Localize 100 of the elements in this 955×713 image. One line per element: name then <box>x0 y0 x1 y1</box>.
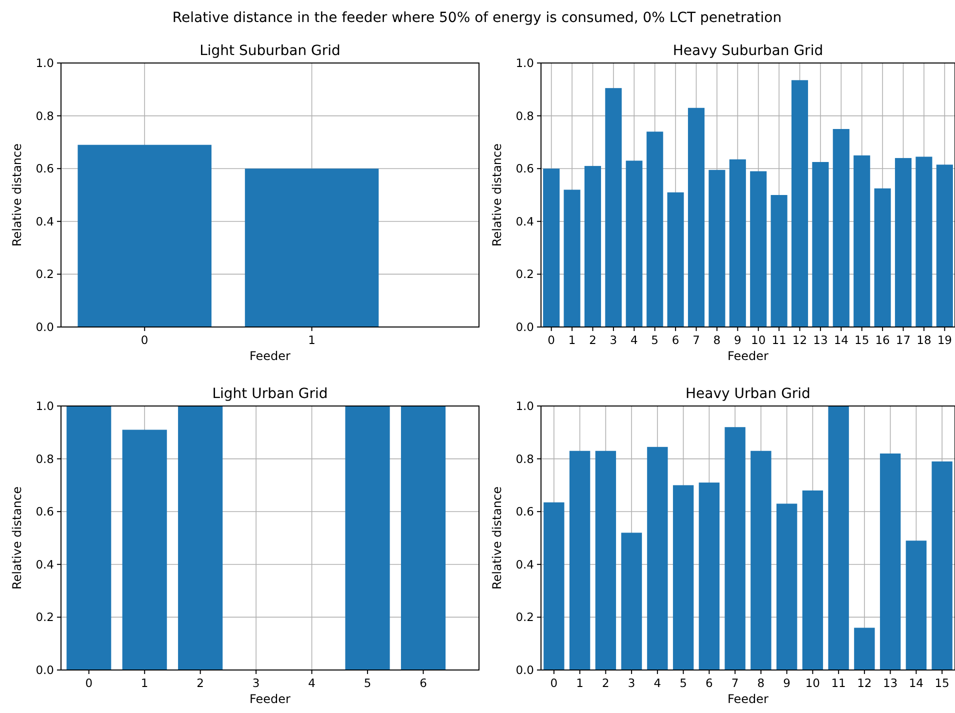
x-tick-label: 13 <box>813 333 828 347</box>
x-tick-label: 0 <box>85 676 93 690</box>
bar <box>564 190 580 327</box>
x-tick-label: 2 <box>602 676 610 690</box>
y-tick-label: 1.0 <box>516 56 534 70</box>
x-tick-label: 12 <box>857 676 872 690</box>
bar <box>595 450 616 670</box>
bar <box>936 164 953 327</box>
bar <box>854 628 875 670</box>
bar <box>621 532 642 670</box>
x-tick-label: 4 <box>630 333 638 347</box>
x-tick-label: 8 <box>757 676 765 690</box>
x-tick-label: 6 <box>706 676 713 690</box>
y-tick-label: 1.0 <box>36 56 54 70</box>
y-axis-title: Relative distance <box>10 486 24 590</box>
text: Relative distance in the feeder where 50% of energy is consumed, 0% LCT penetration <box>172 10 782 26</box>
bar <box>750 171 767 327</box>
bar <box>750 450 772 670</box>
y-tick-label: 1.0 <box>36 399 54 413</box>
bar <box>708 170 726 327</box>
y-tick-label: 0.6 <box>516 504 534 519</box>
bar <box>828 406 849 670</box>
x-tick-label: 1 <box>308 333 316 347</box>
x-tick-label: 19 <box>937 333 952 347</box>
x-tick-label: 2 <box>196 676 204 690</box>
bar <box>894 158 912 327</box>
x-tick-label: 17 <box>896 333 911 347</box>
y-tick-label: 0.0 <box>36 320 54 334</box>
x-tick-label: 4 <box>654 676 662 690</box>
bar <box>874 188 891 327</box>
x-tick-label: 2 <box>589 333 596 347</box>
x-tick-label: 14 <box>834 333 848 347</box>
bar <box>854 155 870 327</box>
chart-title: Light Urban Grid <box>212 386 328 402</box>
bar <box>906 540 927 670</box>
bar <box>543 168 560 327</box>
y-tick-label: 0.2 <box>516 267 534 282</box>
x-tick-label: 5 <box>651 333 659 347</box>
bar <box>584 166 602 327</box>
bar <box>729 159 746 327</box>
y-axis-title: Relative distance <box>490 486 504 590</box>
chart-title: Heavy Urban Grid <box>686 386 810 402</box>
bar <box>812 162 829 327</box>
x-tick-label: 5 <box>364 676 372 690</box>
y-tick-label: 0.2 <box>36 267 54 282</box>
x-tick-label: 12 <box>792 333 808 347</box>
x-axis-title: Feeder <box>728 692 769 706</box>
x-tick-label: 1 <box>568 333 576 347</box>
x-tick-label: 10 <box>751 333 766 347</box>
y-tick-label: 0.0 <box>516 320 534 334</box>
y-tick-label: 0.2 <box>516 610 534 624</box>
x-tick-label: 9 <box>783 676 790 690</box>
bar <box>569 450 590 670</box>
y-tick-label: 0.0 <box>516 663 534 677</box>
x-axis-title: Feeder <box>250 349 291 363</box>
bar <box>724 427 746 670</box>
y-tick-label: 0.8 <box>36 452 54 466</box>
y-tick-label: 0.0 <box>36 663 54 677</box>
bar <box>605 88 622 327</box>
bar <box>776 504 798 670</box>
y-tick-label: 0.4 <box>36 557 54 572</box>
x-tick-label: 0 <box>140 333 148 347</box>
y-tick-label: 0.4 <box>516 214 534 228</box>
x-tick-label: 13 <box>882 676 898 690</box>
chart-title: Light Suburban Grid <box>200 43 340 59</box>
x-tick-label: 15 <box>854 333 870 347</box>
bar <box>544 502 564 670</box>
bar <box>646 132 664 327</box>
y-tick-label: 0.6 <box>36 162 54 176</box>
chart-title: Heavy Suburban Grid <box>672 43 824 59</box>
y-tick-label: 0.8 <box>516 452 534 466</box>
bar <box>832 129 850 327</box>
y-tick-label: 0.4 <box>36 214 54 228</box>
x-tick-label: 10 <box>805 676 820 690</box>
x-tick-label: 9 <box>734 333 742 347</box>
x-tick-label: 1 <box>140 676 148 690</box>
bar <box>791 80 808 327</box>
y-tick-label: 0.8 <box>36 108 54 123</box>
x-tick-label: 11 <box>772 333 786 347</box>
x-tick-label: 15 <box>934 676 950 690</box>
x-tick-label: 3 <box>252 676 260 690</box>
bar <box>916 156 932 327</box>
bar <box>647 446 668 670</box>
x-tick-label: 1 <box>576 676 584 690</box>
x-tick-label: 14 <box>908 676 924 690</box>
bar <box>667 192 684 327</box>
bar <box>770 195 788 327</box>
x-tick-label: 16 <box>875 333 890 347</box>
x-tick-label: 11 <box>831 676 846 690</box>
y-tick-label: 0.6 <box>36 504 54 519</box>
y-tick-label: 1.0 <box>516 399 534 413</box>
x-axis-title: Feeder <box>728 349 769 363</box>
y-tick-label: 0.8 <box>516 108 534 123</box>
x-tick-label: 3 <box>610 333 618 347</box>
x-tick-label: 5 <box>680 676 687 690</box>
y-axis-title: Relative distance <box>10 143 24 247</box>
x-tick-label: 7 <box>731 676 739 690</box>
y-tick-label: 0.4 <box>516 557 534 572</box>
x-tick-label: 0 <box>548 333 556 347</box>
x-tick-label: 0 <box>550 676 558 690</box>
